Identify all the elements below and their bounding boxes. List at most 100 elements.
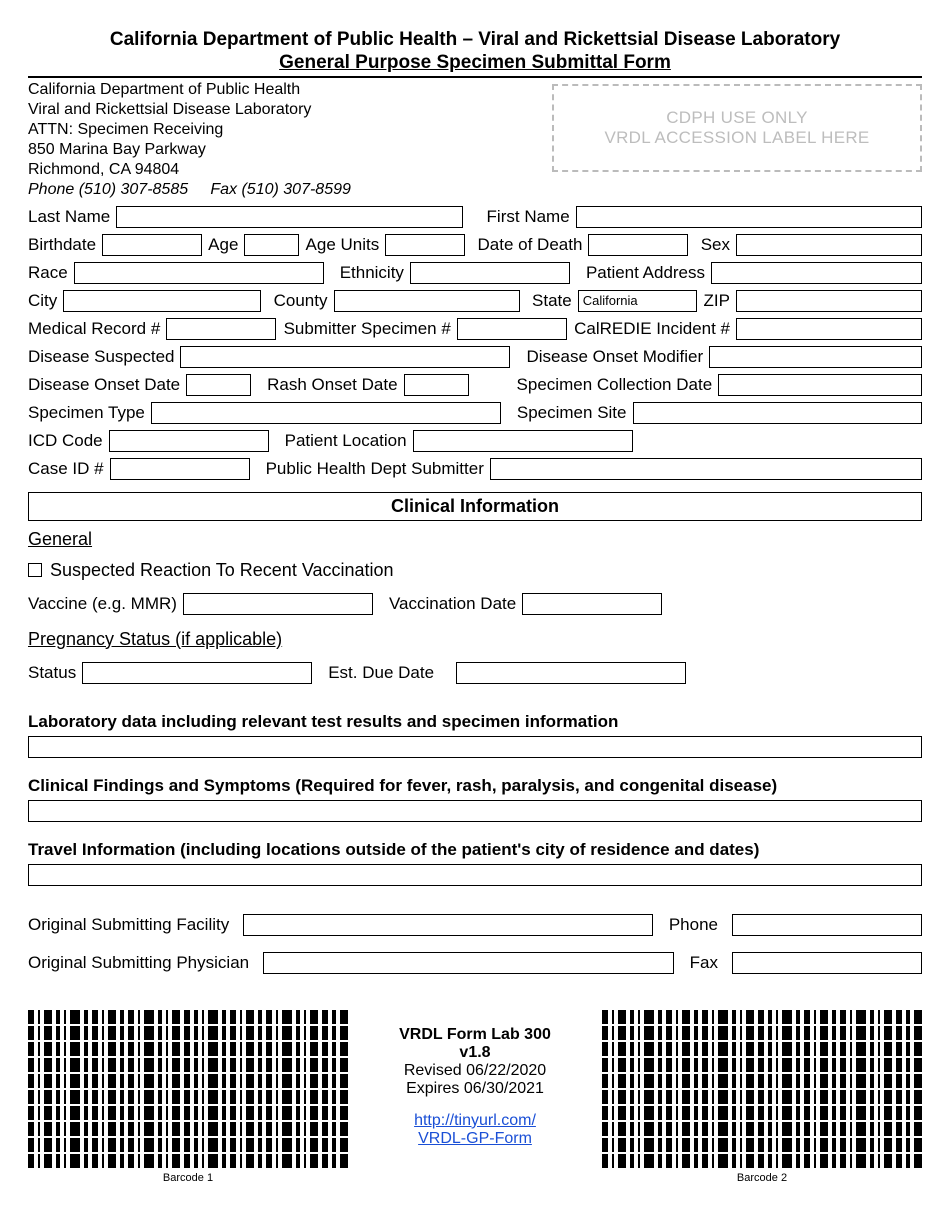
date-of-death-input[interactable] — [588, 234, 688, 256]
lbl-sex: Sex — [701, 235, 730, 255]
barcode-2-caption: Barcode 2 — [602, 1172, 922, 1184]
race-input[interactable] — [74, 262, 324, 284]
rash-onset-date-input[interactable] — [404, 374, 469, 396]
case-id-input[interactable] — [110, 458, 250, 480]
sex-input[interactable] — [736, 234, 922, 256]
specimen-collection-date-input[interactable] — [718, 374, 922, 396]
form-expires: Expires 06/30/2021 — [348, 1080, 602, 1098]
lbl-disease-onset-date: Disease Onset Date — [28, 375, 180, 395]
calredie-input[interactable] — [736, 318, 922, 340]
lbl-susp-reaction: Suspected Reaction To Recent Vaccination — [50, 560, 394, 581]
lbl-case-id: Case ID # — [28, 459, 104, 479]
status-input[interactable] — [82, 662, 312, 684]
addr-fax: Fax (510) 307-8599 — [210, 181, 351, 198]
vaccine-input[interactable] — [183, 593, 373, 615]
lbl-clinical-findings: Clinical Findings and Symptoms (Required… — [28, 776, 922, 796]
lbl-disease-suspected: Disease Suspected — [28, 347, 174, 367]
icd-code-input[interactable] — [109, 430, 269, 452]
lbl-birthdate: Birthdate — [28, 235, 96, 255]
specimen-site-input[interactable] — [633, 402, 923, 424]
disease-onset-modifier-input[interactable] — [709, 346, 922, 368]
lbl-date-of-death: Date of Death — [478, 235, 583, 255]
patient-location-input[interactable] — [413, 430, 633, 452]
lbl-fax: Fax — [690, 953, 718, 973]
lbl-icd-code: ICD Code — [28, 431, 103, 451]
lbl-travel-info: Travel Information (including locations … — [28, 840, 922, 860]
form-revised: Revised 06/22/2020 — [348, 1062, 602, 1080]
last-name-input[interactable] — [116, 206, 462, 228]
lbl-status: Status — [28, 663, 76, 683]
travel-info-input[interactable] — [28, 864, 922, 886]
lbl-disease-onset-modifier: Disease Onset Modifier — [526, 347, 703, 367]
lbl-city: City — [28, 291, 57, 311]
lbl-patient-location: Patient Location — [285, 431, 407, 451]
lbl-specimen-site: Specimen Site — [517, 403, 627, 423]
medical-record-input[interactable] — [166, 318, 276, 340]
first-name-input[interactable] — [576, 206, 922, 228]
lbl-patient-address: Patient Address — [586, 263, 705, 283]
lbl-first-name: First Name — [487, 207, 570, 227]
lbl-age-units: Age Units — [306, 235, 380, 255]
addr-l5: Richmond, CA 94804 — [28, 160, 552, 180]
birthdate-input[interactable] — [102, 234, 202, 256]
lbl-ph-dept-submitter: Public Health Dept Submitter — [266, 459, 484, 479]
rule-top — [28, 76, 922, 78]
lbl-county: County — [274, 291, 328, 311]
lbl-last-name: Last Name — [28, 207, 110, 227]
page-title-line2: General Purpose Specimen Submittal Form — [28, 52, 922, 74]
form-link-l2[interactable]: VRDL-GP-Form — [418, 1130, 532, 1147]
state-input[interactable]: California — [578, 290, 698, 312]
lbl-medical-record: Medical Record # — [28, 319, 160, 339]
specimen-type-input[interactable] — [151, 402, 501, 424]
lbl-orig-facility: Original Submitting Facility — [28, 915, 229, 935]
fax-input[interactable] — [732, 952, 922, 974]
lbl-rash-onset-date: Rash Onset Date — [267, 375, 397, 395]
vaccination-date-input[interactable] — [522, 593, 662, 615]
lab-data-input[interactable] — [28, 736, 922, 758]
addr-phone: Phone (510) 307-8585 — [28, 181, 188, 198]
addr-l1: California Department of Public Health — [28, 80, 552, 100]
disease-onset-date-input[interactable] — [186, 374, 251, 396]
form-version: v1.8 — [348, 1044, 602, 1062]
submitter-specimen-input[interactable] — [457, 318, 567, 340]
lbl-calredie: CalREDIE Incident # — [574, 319, 730, 339]
county-input[interactable] — [334, 290, 520, 312]
est-due-date-input[interactable] — [456, 662, 686, 684]
lbl-zip: ZIP — [704, 291, 730, 311]
sub-pregnancy: Pregnancy Status (if applicable) — [28, 629, 922, 650]
addr-l3: ATTN: Specimen Receiving — [28, 120, 552, 140]
lbl-est-due-date: Est. Due Date — [328, 663, 434, 683]
page-title-line1: California Department of Public Health –… — [28, 28, 922, 52]
lbl-lab-data: Laboratory data including relevant test … — [28, 712, 922, 732]
barcode-1-caption: Barcode 1 — [28, 1172, 348, 1184]
form-id: VRDL Form Lab 300 — [348, 1026, 602, 1044]
susp-reaction-checkbox[interactable] — [28, 563, 42, 577]
form-link-l1[interactable]: http://tinyurl.com/ — [414, 1112, 536, 1129]
age-units-input[interactable] — [385, 234, 465, 256]
accession-l1: CDPH USE ONLY — [564, 108, 910, 128]
orig-physician-input[interactable] — [263, 952, 674, 974]
ethnicity-input[interactable] — [410, 262, 570, 284]
age-input[interactable] — [244, 234, 299, 256]
lbl-ethnicity: Ethnicity — [340, 263, 404, 283]
lbl-submitter-specimen: Submitter Specimen # — [284, 319, 451, 339]
patient-address-input[interactable] — [711, 262, 922, 284]
lbl-vaccine: Vaccine (e.g. MMR) — [28, 594, 177, 614]
phone-input[interactable] — [732, 914, 922, 936]
lbl-specimen-type: Specimen Type — [28, 403, 145, 423]
lbl-state: State — [532, 291, 572, 311]
ph-dept-submitter-input[interactable] — [490, 458, 922, 480]
addr-l2: Viral and Rickettsial Disease Laboratory — [28, 100, 552, 120]
zip-input[interactable] — [736, 290, 922, 312]
orig-facility-input[interactable] — [243, 914, 653, 936]
addr-l4: 850 Marina Bay Parkway — [28, 140, 552, 160]
clinical-findings-input[interactable] — [28, 800, 922, 822]
lab-address-block: California Department of Public Health V… — [28, 80, 552, 200]
accession-label-box: CDPH USE ONLY VRDL ACCESSION LABEL HERE — [552, 84, 922, 172]
city-input[interactable] — [63, 290, 261, 312]
accession-l2: VRDL ACCESSION LABEL HERE — [564, 128, 910, 148]
barcode-2 — [602, 1010, 922, 1170]
lbl-phone: Phone — [669, 915, 718, 935]
disease-suspected-input[interactable] — [180, 346, 510, 368]
lbl-age: Age — [208, 235, 238, 255]
